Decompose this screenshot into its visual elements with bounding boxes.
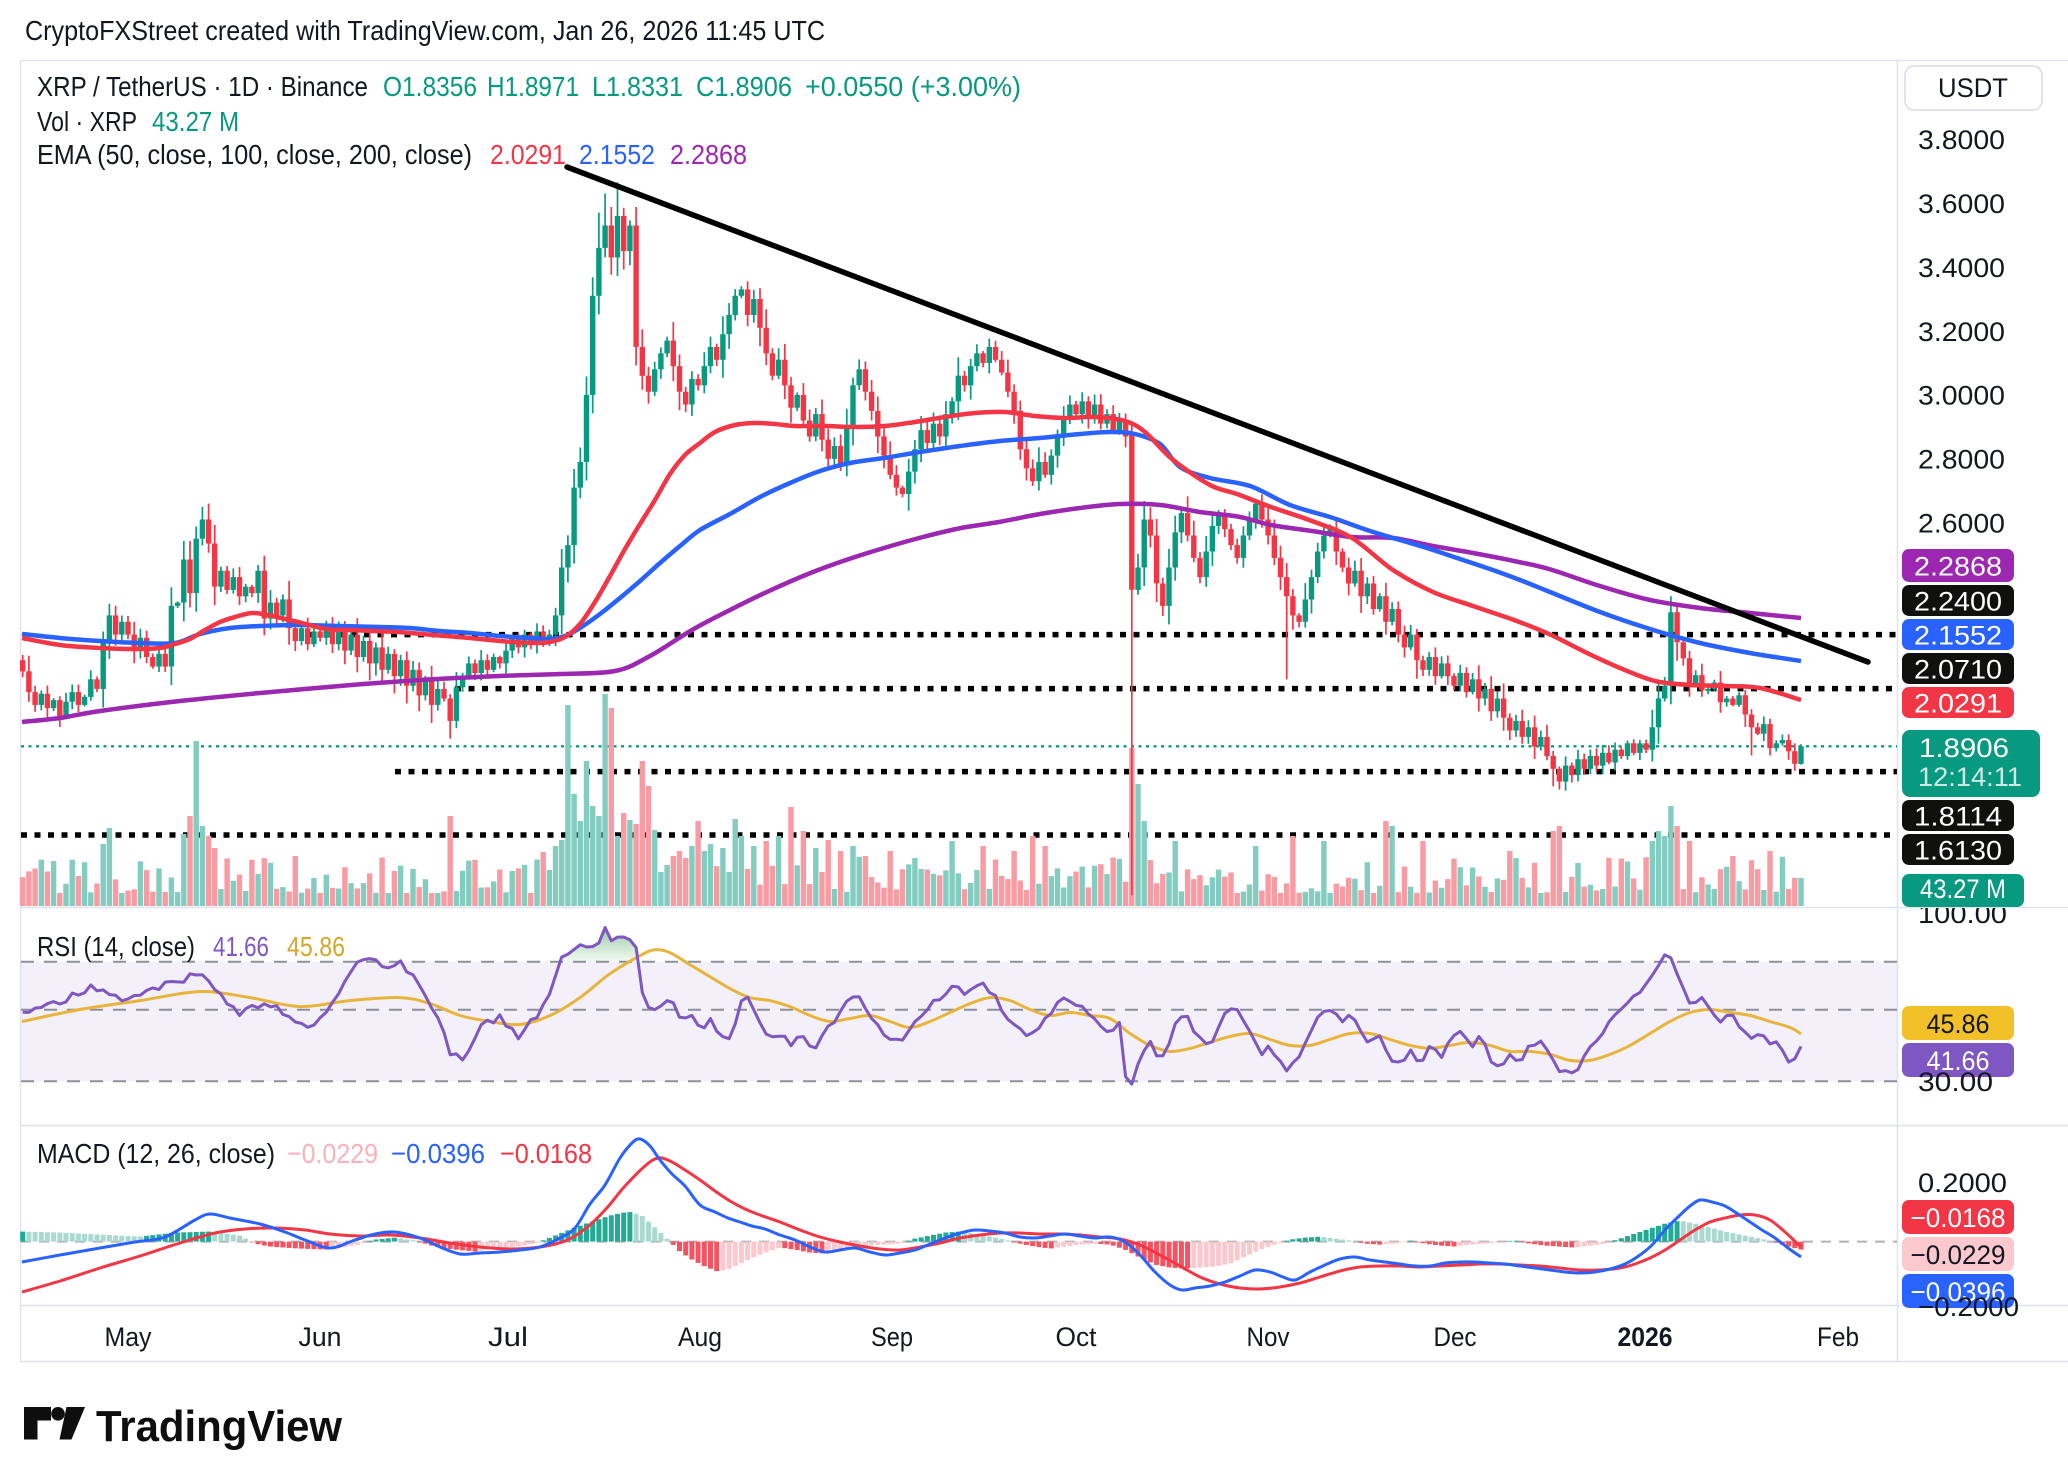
- svg-text:Sep: Sep: [871, 1322, 913, 1352]
- svg-text:Jun: Jun: [299, 1322, 342, 1352]
- svg-text:TradingView: TradingView: [96, 1402, 343, 1451]
- svg-text:RSI (14, close): RSI (14, close): [37, 931, 195, 962]
- svg-text:−0.0168: −0.0168: [1911, 1203, 2006, 1233]
- svg-text:O1.8356: O1.8356: [383, 71, 477, 102]
- svg-text:43.27 M: 43.27 M: [1920, 874, 2006, 904]
- svg-text:2.8000: 2.8000: [1918, 445, 2005, 475]
- svg-text:+0.0550 (+3.00%): +0.0550 (+3.00%): [805, 71, 1021, 102]
- svg-text:12:14:11: 12:14:11: [1918, 762, 2022, 792]
- svg-text:2.1552: 2.1552: [1914, 621, 2002, 651]
- svg-text:−0.0229: −0.0229: [287, 1138, 378, 1169]
- svg-text:Feb: Feb: [1817, 1322, 1859, 1352]
- svg-text:30.00: 30.00: [1918, 1067, 1993, 1097]
- svg-text:Vol · XRP: Vol · XRP: [37, 106, 137, 137]
- svg-text:H1.8971: H1.8971: [487, 71, 579, 102]
- svg-text:Aug: Aug: [678, 1322, 722, 1352]
- svg-text:1.6130: 1.6130: [1914, 836, 2002, 866]
- svg-text:3.2000: 3.2000: [1918, 317, 2005, 347]
- svg-text:Dec: Dec: [1434, 1322, 1477, 1352]
- svg-text:45.86: 45.86: [1927, 1009, 1990, 1039]
- svg-text:Jul: Jul: [488, 1322, 528, 1352]
- svg-text:3.0000: 3.0000: [1918, 381, 2005, 411]
- svg-text:−0.0396: −0.0396: [391, 1138, 485, 1169]
- svg-text:41.66: 41.66: [213, 931, 269, 962]
- svg-text:2.0291: 2.0291: [1914, 689, 2002, 719]
- svg-text:3.8000: 3.8000: [1918, 125, 2005, 155]
- svg-text:3.4000: 3.4000: [1918, 253, 2005, 283]
- svg-text:MACD (12, 26, close): MACD (12, 26, close): [37, 1138, 275, 1169]
- svg-text:CryptoFXStreet created with Tr: CryptoFXStreet created with TradingView.…: [25, 15, 825, 46]
- svg-text:EMA (50, close, 100, close, 20: EMA (50, close, 100, close, 200, close): [37, 139, 472, 170]
- svg-text:43.27 M: 43.27 M: [152, 106, 239, 137]
- svg-text:2.0291: 2.0291: [490, 139, 566, 170]
- svg-text:Oct: Oct: [1056, 1322, 1097, 1352]
- svg-text:C1.8906: C1.8906: [696, 71, 792, 102]
- svg-text:1.8906: 1.8906: [1919, 733, 2009, 763]
- svg-text:2.2400: 2.2400: [1914, 587, 2002, 617]
- svg-text:Nov: Nov: [1247, 1322, 1290, 1352]
- svg-text:−0.2000: −0.2000: [1918, 1292, 2019, 1322]
- svg-text:2026: 2026: [1618, 1322, 1673, 1352]
- svg-text:−0.0229: −0.0229: [1911, 1240, 2006, 1270]
- svg-text:3.6000: 3.6000: [1918, 189, 2005, 219]
- svg-text:0.2000: 0.2000: [1918, 1168, 2007, 1198]
- svg-text:−0.0396: −0.0396: [1911, 1277, 2006, 1307]
- svg-text:2.0710: 2.0710: [1914, 655, 2002, 685]
- svg-text:May: May: [105, 1322, 152, 1352]
- svg-text:45.86: 45.86: [287, 931, 345, 962]
- svg-text:2.2868: 2.2868: [1914, 552, 2002, 582]
- svg-text:−0.0168: −0.0168: [500, 1138, 592, 1169]
- svg-text:2.2868: 2.2868: [670, 139, 747, 170]
- svg-text:2.6000: 2.6000: [1918, 509, 2005, 539]
- svg-text:41.66: 41.66: [1927, 1046, 1990, 1076]
- svg-text:L1.8331: L1.8331: [592, 71, 683, 102]
- svg-text:USDT: USDT: [1938, 73, 2008, 103]
- svg-text:100.00: 100.00: [1918, 899, 2007, 929]
- svg-text:2.1552: 2.1552: [579, 139, 655, 170]
- svg-text:1.8114: 1.8114: [1914, 802, 2002, 832]
- svg-text:XRP / TetherUS · 1D · Binance: XRP / TetherUS · 1D · Binance: [37, 71, 368, 102]
